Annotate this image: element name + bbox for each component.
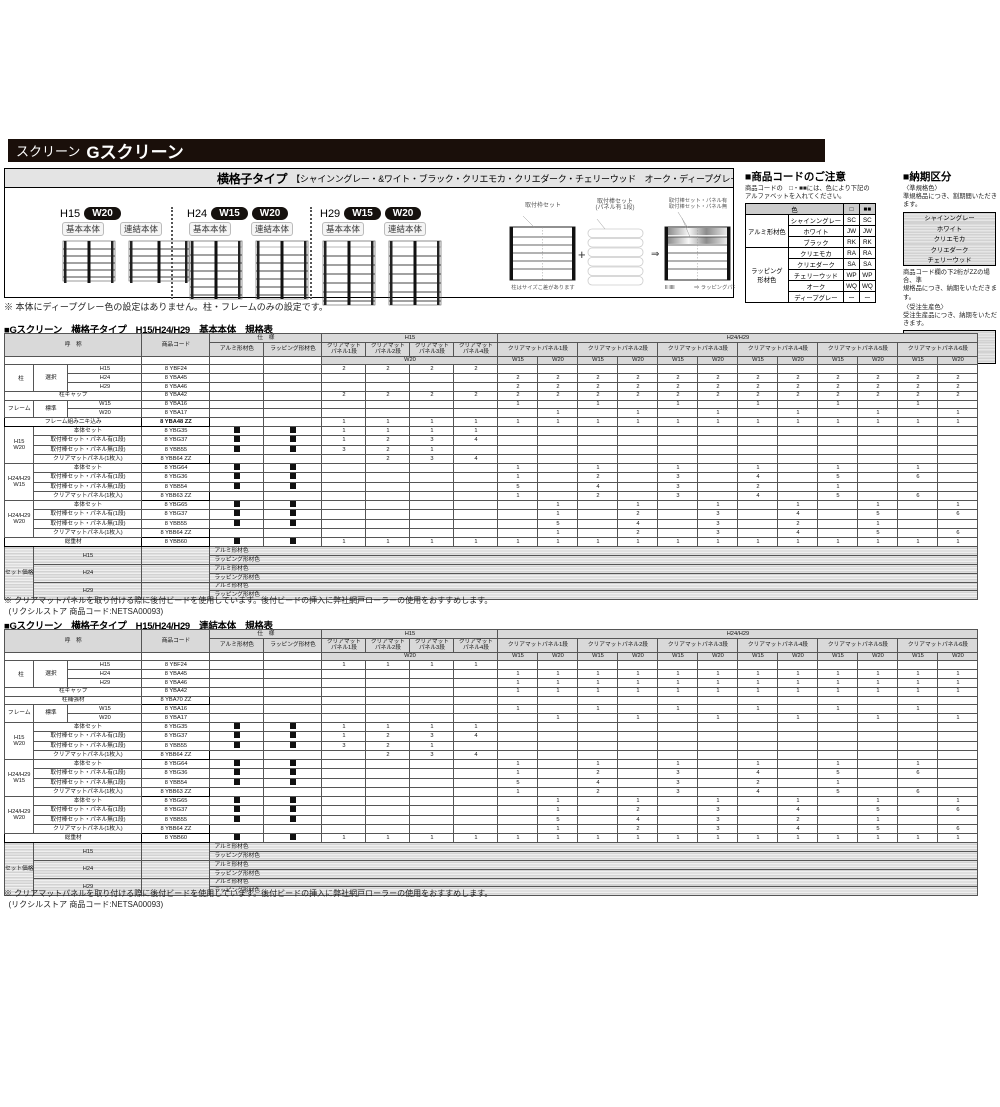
svg-text:(パネル有 1段): (パネル有 1段) [595,203,634,211]
svg-text:取付棒セット・パネル無: 取付棒セット・パネル無 [669,202,728,210]
svg-text:取付棒セット・パネル有: 取付棒セット・パネル有 [669,197,727,204]
svg-text:取付枠セット: 取付枠セット [525,201,561,209]
svg-text:⇒ ラッピングパネル: ⇒ ラッピングパネル [694,283,735,291]
svg-text:取付棒セット: 取付棒セット [597,197,633,205]
svg-text:柱はサイズこ差があります: 柱はサイズこ差があります [511,283,574,291]
